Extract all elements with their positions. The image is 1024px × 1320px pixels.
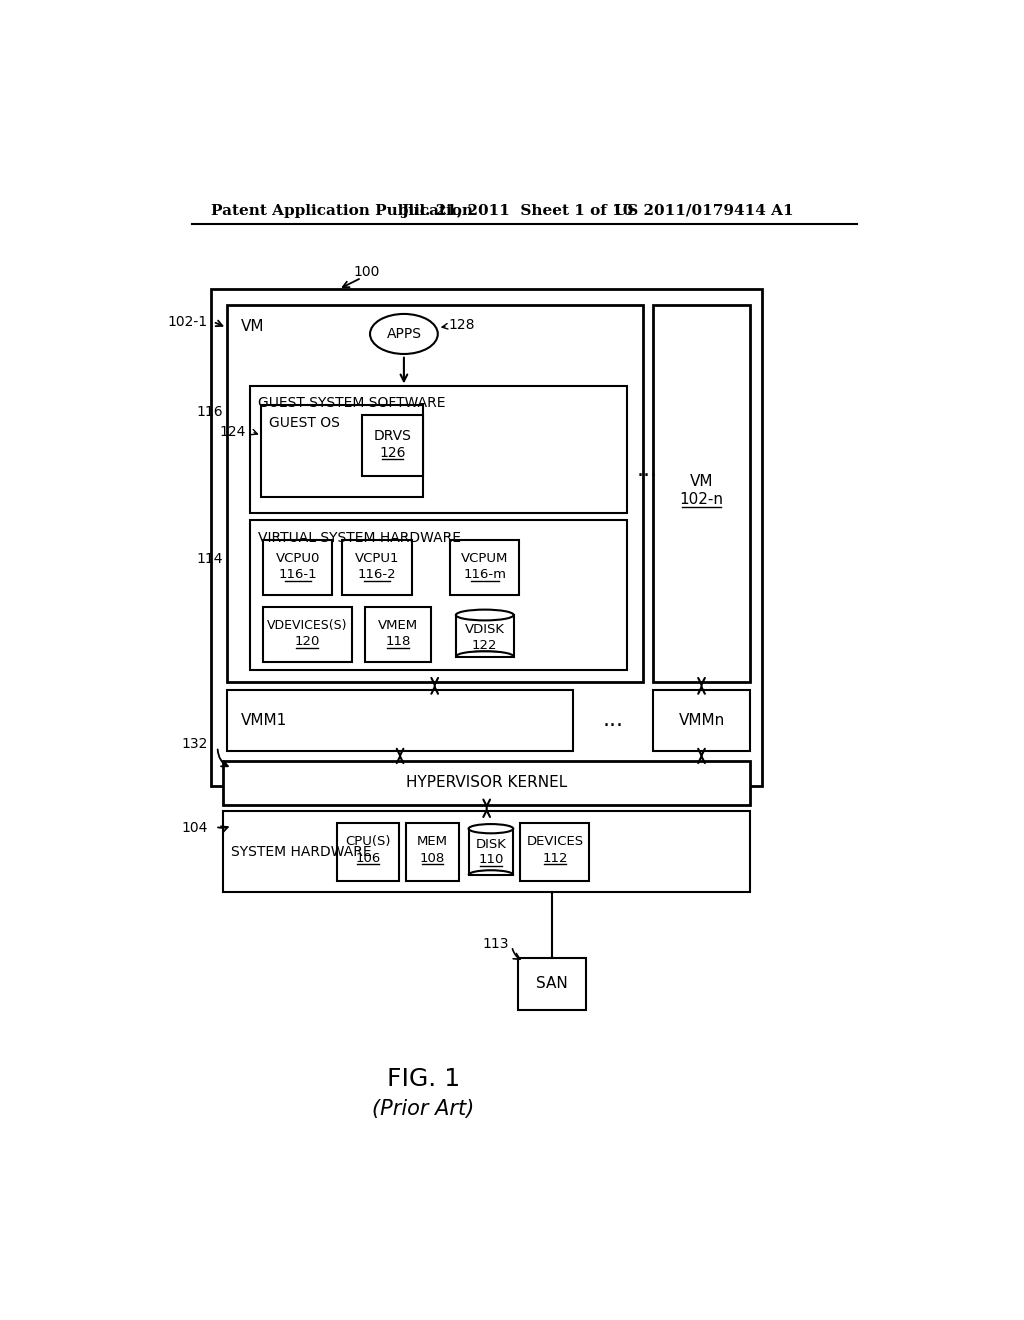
Bar xyxy=(518,958,586,1010)
Text: US 2011/0179414 A1: US 2011/0179414 A1 xyxy=(614,203,794,218)
Text: ...: ... xyxy=(637,461,658,480)
Text: 116-1: 116-1 xyxy=(279,569,317,582)
Text: 113: 113 xyxy=(482,937,509,950)
Bar xyxy=(211,289,762,785)
Ellipse shape xyxy=(469,824,513,833)
Text: 116: 116 xyxy=(197,405,223,420)
Bar xyxy=(407,822,459,880)
Text: VCPUM: VCPUM xyxy=(461,552,509,565)
Text: HYPERVISOR KERNEL: HYPERVISOR KERNEL xyxy=(407,775,567,791)
Text: (Prior Art): (Prior Art) xyxy=(372,1098,474,1118)
Bar xyxy=(263,607,351,661)
Text: 124: 124 xyxy=(220,425,246,438)
Text: VMEM: VMEM xyxy=(378,619,418,631)
Text: 128: 128 xyxy=(449,318,475,331)
Bar xyxy=(366,607,431,661)
Text: APPS: APPS xyxy=(386,327,422,341)
Text: GUEST OS: GUEST OS xyxy=(269,416,340,429)
Text: 116-2: 116-2 xyxy=(357,569,396,582)
Text: 106: 106 xyxy=(355,851,380,865)
Text: 102-n: 102-n xyxy=(680,492,724,507)
Text: SAN: SAN xyxy=(536,977,567,991)
Ellipse shape xyxy=(370,314,438,354)
Text: 100: 100 xyxy=(354,265,380,280)
Text: VM: VM xyxy=(241,318,264,334)
Text: GUEST SYSTEM SOFTWARE: GUEST SYSTEM SOFTWARE xyxy=(258,396,445,411)
Text: DRVS: DRVS xyxy=(374,429,412,444)
Text: Jul. 21, 2011  Sheet 1 of 10: Jul. 21, 2011 Sheet 1 of 10 xyxy=(401,203,634,218)
Bar xyxy=(223,812,751,892)
Text: MEM: MEM xyxy=(417,834,447,847)
Bar xyxy=(263,540,333,595)
Text: 114: 114 xyxy=(197,552,223,566)
Bar xyxy=(451,540,519,595)
Text: 110: 110 xyxy=(478,853,504,866)
Ellipse shape xyxy=(456,610,514,620)
Text: 102-1: 102-1 xyxy=(168,314,208,329)
Text: 112: 112 xyxy=(542,851,567,865)
Bar xyxy=(250,520,628,671)
Text: VDISK: VDISK xyxy=(465,623,505,636)
Text: ...: ... xyxy=(602,710,624,730)
Bar xyxy=(223,760,751,805)
Text: FIG. 1: FIG. 1 xyxy=(387,1068,460,1092)
Text: VDEVICES(S): VDEVICES(S) xyxy=(267,619,347,631)
Text: CPU(S): CPU(S) xyxy=(345,834,390,847)
Text: 132: 132 xyxy=(181,737,208,751)
Text: 122: 122 xyxy=(472,639,498,652)
Bar xyxy=(456,615,514,656)
Bar xyxy=(652,305,751,682)
Bar xyxy=(342,540,412,595)
Text: VMMn: VMMn xyxy=(678,713,725,729)
Bar xyxy=(652,689,751,751)
Text: 126: 126 xyxy=(379,446,406,461)
Bar xyxy=(361,414,423,477)
Bar xyxy=(520,822,590,880)
Bar xyxy=(337,822,398,880)
Text: DEVICES: DEVICES xyxy=(526,834,584,847)
Text: Patent Application Publication: Patent Application Publication xyxy=(211,203,473,218)
Bar xyxy=(261,405,423,498)
Text: 108: 108 xyxy=(420,851,445,865)
Bar xyxy=(226,305,643,682)
Text: 104: 104 xyxy=(181,821,208,836)
Text: VIRTUAL SYSTEM HARDWARE: VIRTUAL SYSTEM HARDWARE xyxy=(258,531,461,545)
Bar xyxy=(469,829,513,875)
Text: VMM1: VMM1 xyxy=(241,713,287,729)
Text: DISK: DISK xyxy=(475,838,506,850)
Text: VCPU1: VCPU1 xyxy=(354,552,399,565)
Text: SYSTEM HARDWARE: SYSTEM HARDWARE xyxy=(230,845,372,859)
Text: 118: 118 xyxy=(385,635,411,648)
Text: 120: 120 xyxy=(295,635,319,648)
Bar xyxy=(250,385,628,512)
Bar xyxy=(226,689,573,751)
Text: VM: VM xyxy=(690,474,714,490)
Text: 116-m: 116-m xyxy=(463,569,506,582)
Text: VCPU0: VCPU0 xyxy=(275,552,319,565)
